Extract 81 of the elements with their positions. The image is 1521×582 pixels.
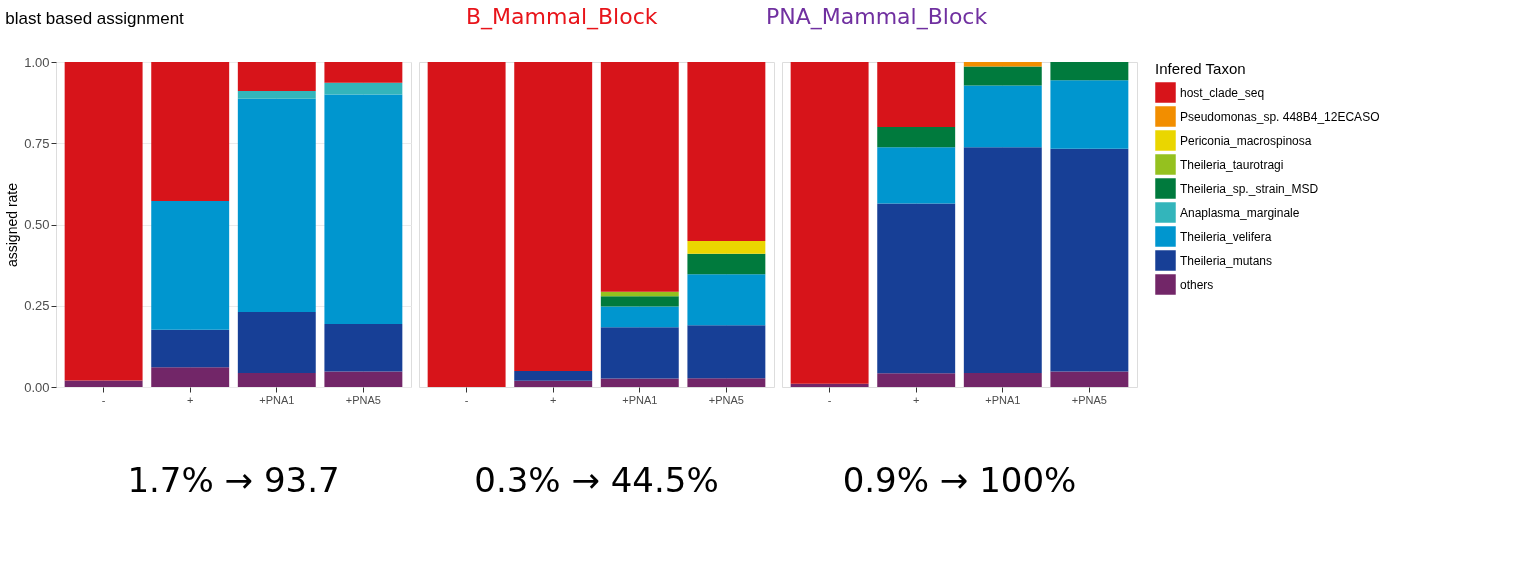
legend-label: Periconia_macrospinosa (1180, 133, 1312, 148)
bar (687, 274, 766, 326)
bar (687, 325, 766, 379)
y-axis-title: assigned rate (4, 182, 21, 268)
y-tick-label: 0.75 (24, 135, 50, 151)
legend-label: Theileria_velifera (1180, 229, 1272, 244)
x-tick-label: + (912, 393, 920, 406)
bar (1050, 148, 1129, 372)
bar (324, 323, 403, 372)
bar (687, 378, 766, 387)
x-tick-label: +PNA5 (345, 393, 381, 406)
bar (151, 367, 230, 387)
legend-label: host_clade_seq (1180, 85, 1265, 100)
bar (963, 147, 1042, 374)
x-tick-label: - (464, 393, 469, 406)
legend-title: Infered Taxon (1155, 60, 1246, 77)
bar (600, 296, 679, 307)
x-tick-label: +PNA1 (622, 393, 658, 406)
bar (600, 306, 679, 328)
x-tick-label: + (549, 393, 557, 406)
bar (877, 147, 956, 204)
bar (877, 203, 956, 374)
legend-label: Theileria_sp._strain_MSD (1180, 181, 1319, 196)
bar (514, 371, 593, 381)
bar (1050, 371, 1129, 387)
bar (237, 90, 316, 99)
bar (324, 371, 403, 387)
x-tick-label: +PNA1 (259, 393, 295, 406)
legend-label: Theileria_mutans (1180, 253, 1273, 268)
bar (427, 62, 506, 387)
text: PNA_Mammal_Block (766, 4, 988, 30)
chart-title: blast based assignment (5, 8, 185, 28)
bar (687, 253, 766, 275)
x-tick-label: + (186, 393, 194, 406)
text: 1.7% → 93.7 (127, 460, 340, 500)
bar (1050, 62, 1129, 81)
bar (237, 311, 316, 374)
x-tick-label: +PNA1 (985, 393, 1021, 406)
legend-label: Pseudomonas_sp. 448B4_12ECASO (1180, 109, 1380, 124)
bar (324, 94, 403, 324)
bar (151, 329, 230, 368)
bar (151, 201, 230, 330)
y-tick-label: 0.50 (24, 217, 50, 232)
bar (237, 98, 316, 312)
bar (324, 82, 403, 95)
legend-label: Theileria_taurotragi (1180, 157, 1284, 172)
text: 0.9% → 100% (842, 460, 1077, 500)
bar (237, 62, 316, 91)
bar (324, 62, 403, 83)
bar (64, 62, 143, 381)
x-tick-label: - (827, 393, 832, 406)
y-tick-label: 0.00 (24, 379, 50, 395)
x-tick-label: +PNA5 (708, 393, 744, 406)
bar (963, 66, 1042, 86)
bar (1050, 80, 1129, 149)
legend-label: others (1180, 277, 1214, 292)
bar (237, 373, 316, 387)
bar (963, 373, 1042, 387)
bar (963, 85, 1042, 148)
y-tick-label: 1.00 (24, 54, 50, 70)
bar (64, 380, 143, 387)
bar (600, 327, 679, 379)
bar (687, 241, 766, 254)
bar (790, 383, 869, 387)
bar (600, 378, 679, 387)
bar (514, 62, 593, 372)
x-tick-label: - (101, 393, 106, 406)
text: 0.3% → 44.5% (474, 460, 719, 500)
bar (514, 380, 593, 387)
bar (790, 62, 869, 384)
bar (687, 62, 766, 242)
bar (877, 127, 956, 148)
legend-label: Anaplasma_marginale (1180, 205, 1300, 220)
bar (600, 62, 679, 292)
bar (963, 62, 1042, 67)
y-tick-label: 0.25 (24, 298, 50, 314)
bar (151, 62, 230, 202)
bar (877, 373, 956, 387)
text: B_Mammal_Block (466, 4, 658, 30)
bar (877, 62, 956, 127)
x-tick-label: +PNA5 (1071, 393, 1107, 406)
